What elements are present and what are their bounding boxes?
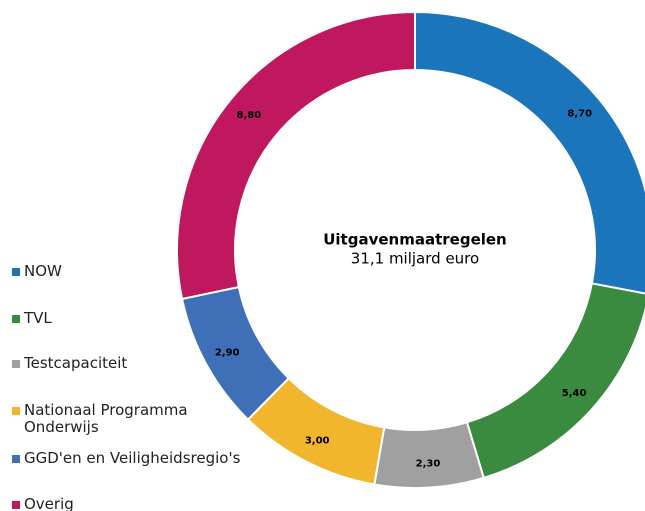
legend-swatch	[12, 268, 20, 276]
legend-item: Testcapaciteit	[12, 355, 127, 372]
center-subtitle: 31,1 miljard euro	[351, 250, 479, 268]
legend-swatch	[12, 315, 20, 323]
legend-item: NOW	[12, 263, 62, 280]
legend-label: NOW	[24, 262, 62, 280]
donut-segment	[465, 282, 645, 480]
data-label: 2,30	[416, 459, 441, 470]
donut-segment	[414, 10, 645, 295]
data-label: 8,80	[237, 110, 262, 121]
donut-segment	[373, 421, 485, 489]
data-label: 5,40	[562, 388, 587, 399]
legend-item: GGD'en en Veiligheidsregio's	[12, 450, 240, 467]
legend-label: GGD'en en Veiligheidsregio's	[24, 449, 241, 467]
legend-label: TVL	[24, 309, 52, 327]
legend-item: Overig	[12, 496, 74, 511]
legend-swatch	[12, 501, 20, 509]
legend-label: Overig	[24, 495, 74, 511]
data-label: 8,70	[567, 108, 592, 119]
data-label: 2,90	[215, 348, 240, 359]
center-title: Uitgavenmaatregelen	[323, 231, 507, 249]
legend-swatch	[12, 455, 20, 463]
data-label: 3,00	[305, 435, 330, 446]
legend-label: Nationaal Programma Onderwijs	[24, 401, 188, 436]
legend-swatch	[12, 360, 20, 368]
legend-label: Testcapaciteit	[24, 354, 128, 372]
legend-swatch	[12, 407, 20, 415]
donut-segment	[176, 10, 416, 301]
legend-item: Nationaal Programma Onderwijs	[12, 402, 212, 436]
legend-item: TVL	[12, 310, 52, 327]
